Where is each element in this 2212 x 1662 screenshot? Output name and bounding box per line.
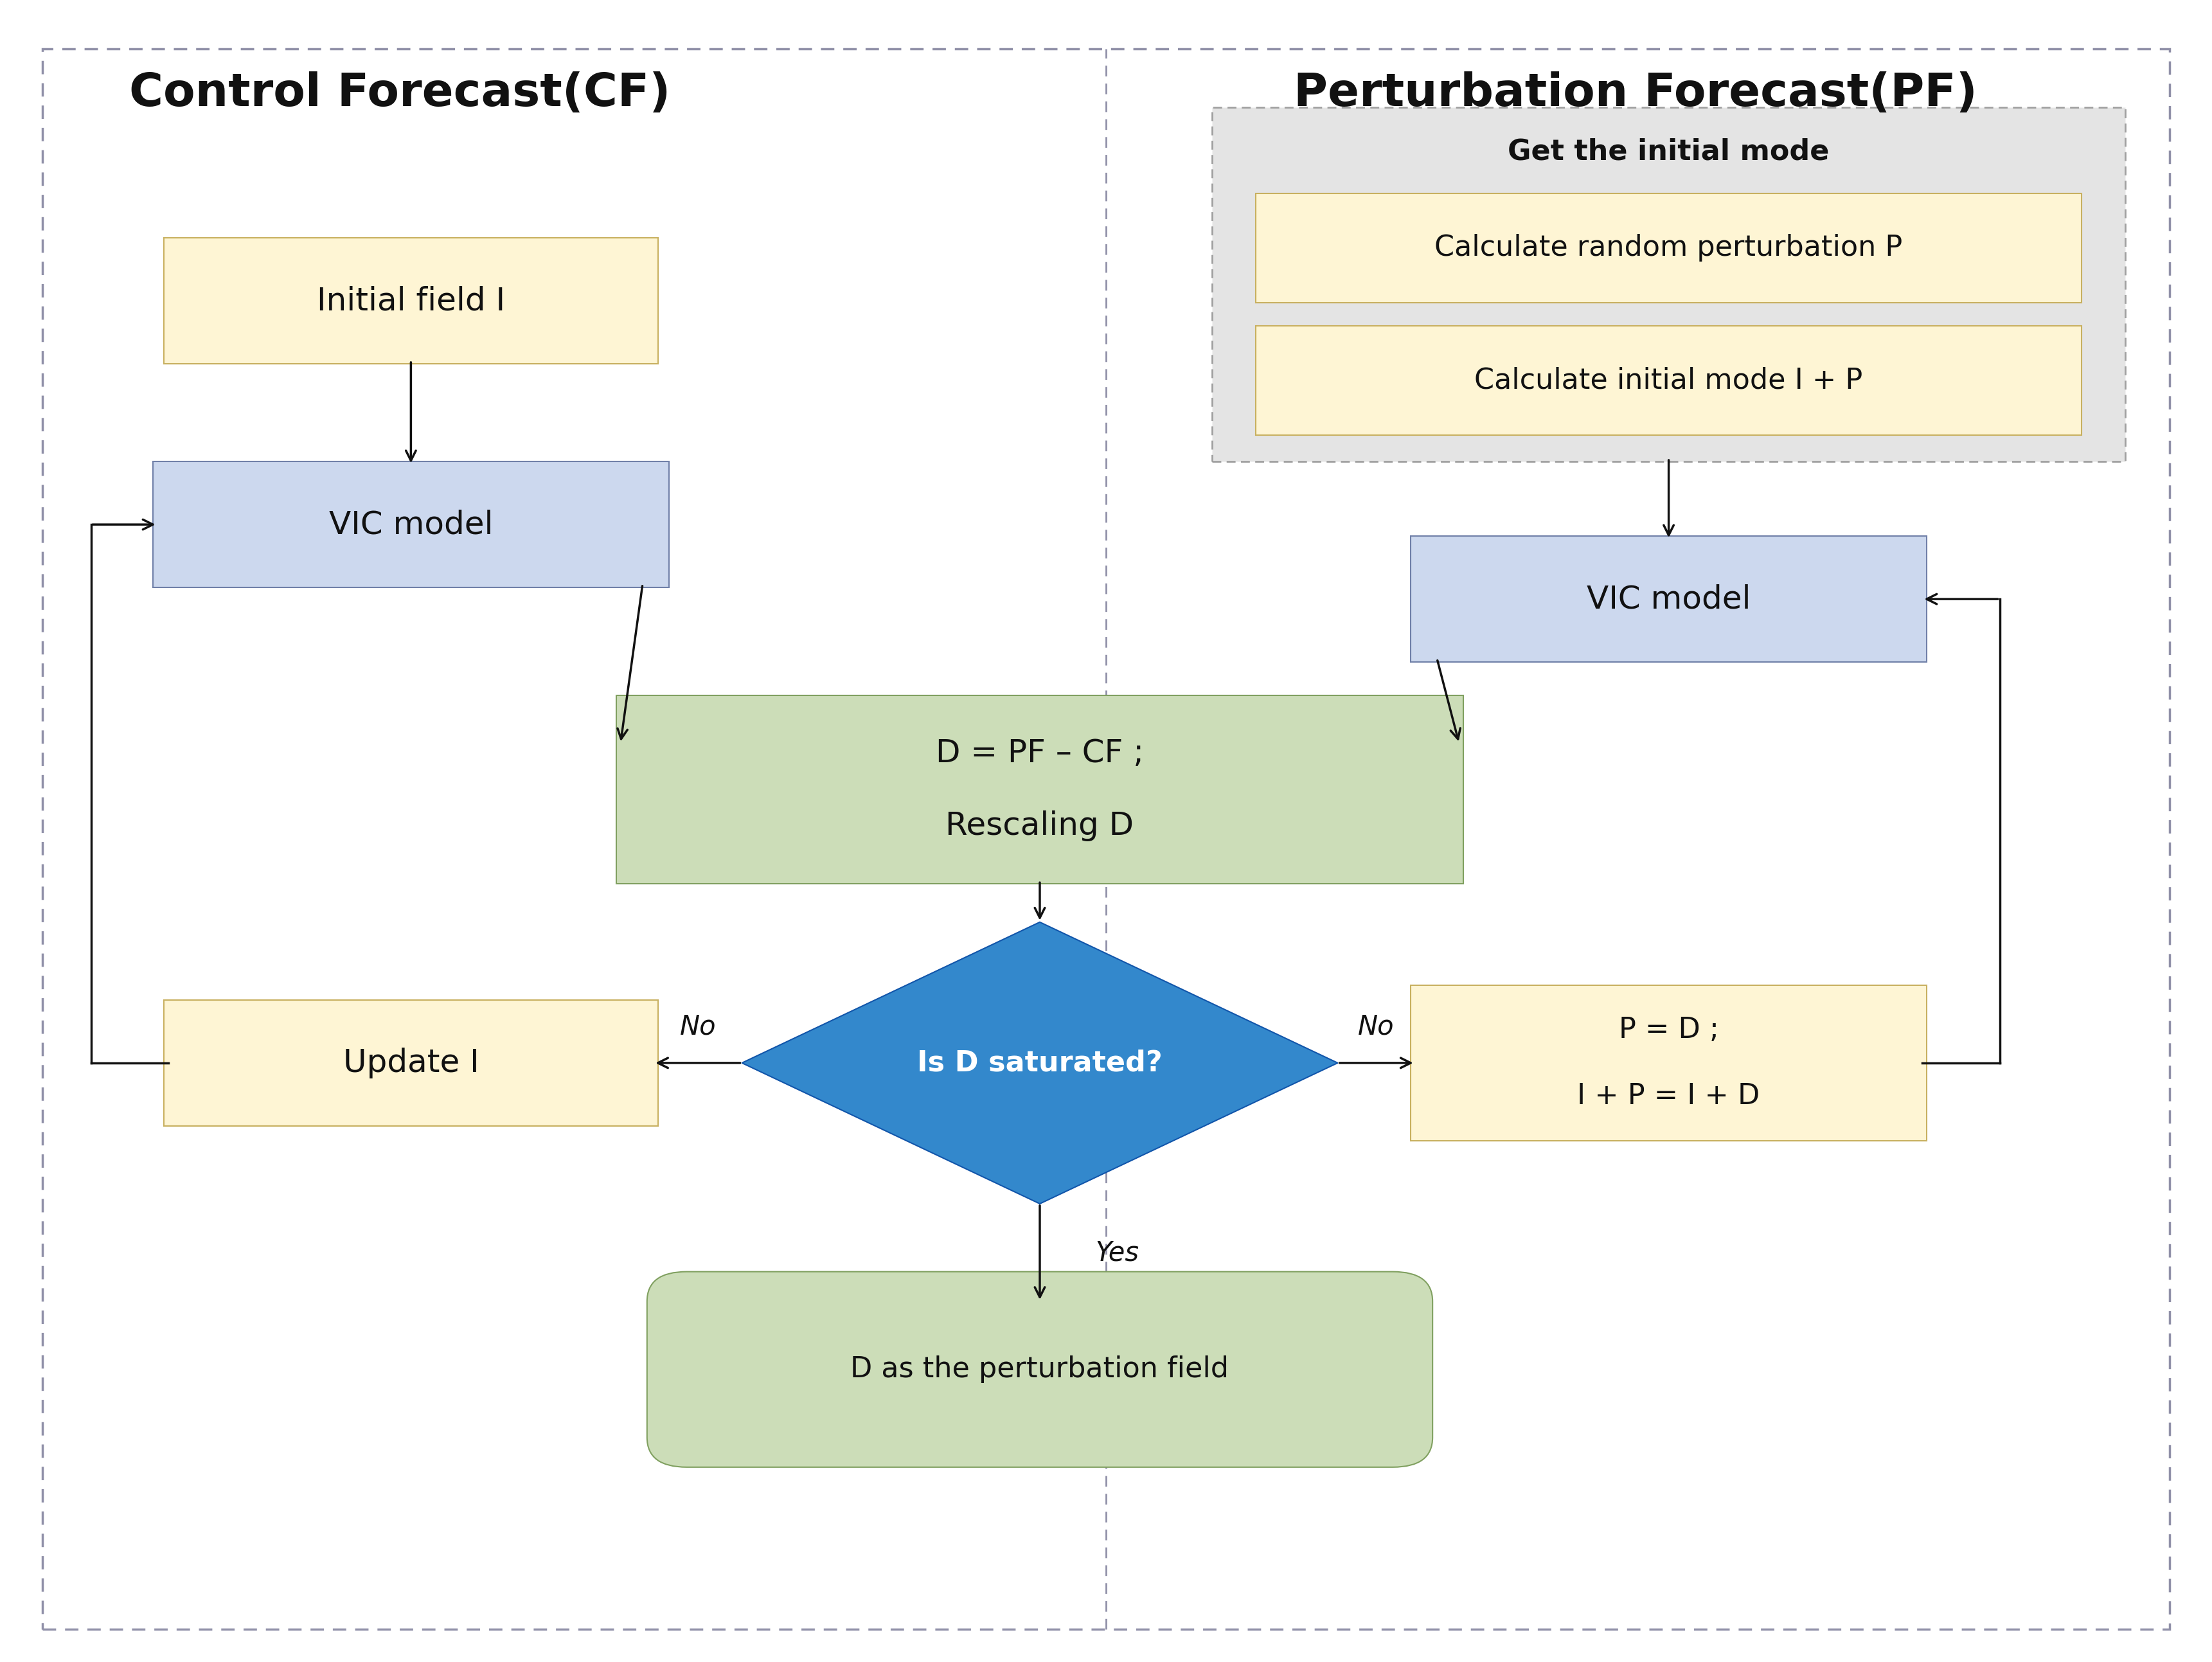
Text: Perturbation Forecast(PF): Perturbation Forecast(PF) [1294,71,1978,116]
FancyBboxPatch shape [1256,193,2081,302]
Text: Calculate random perturbation P: Calculate random perturbation P [1436,234,1902,261]
FancyBboxPatch shape [1411,537,1927,661]
Polygon shape [741,922,1338,1203]
FancyBboxPatch shape [164,238,657,364]
FancyBboxPatch shape [1256,326,2081,435]
Text: Control Forecast(CF): Control Forecast(CF) [128,71,670,116]
Text: No: No [679,1012,717,1040]
FancyBboxPatch shape [617,695,1464,884]
Text: Is D saturated?: Is D saturated? [918,1049,1164,1077]
Text: Calculate initial mode I + P: Calculate initial mode I + P [1475,367,1863,394]
Text: Update I: Update I [343,1047,480,1079]
Text: D = PF – CF ;: D = PF – CF ; [936,738,1144,768]
FancyBboxPatch shape [153,462,668,587]
Text: VIC model: VIC model [1586,583,1750,615]
Text: VIC model: VIC model [330,509,493,540]
Text: Yes: Yes [1095,1240,1139,1266]
Text: Rescaling D: Rescaling D [945,811,1135,841]
FancyBboxPatch shape [648,1271,1433,1468]
Text: Initial field I: Initial field I [316,286,504,316]
Text: I + P = I + D: I + P = I + D [1577,1082,1761,1110]
Text: P = D ;: P = D ; [1619,1015,1719,1044]
FancyBboxPatch shape [1212,106,2126,462]
Text: No: No [1358,1012,1394,1040]
FancyBboxPatch shape [1411,986,1927,1140]
Text: Get the initial mode: Get the initial mode [1509,138,1829,166]
FancyBboxPatch shape [164,1001,657,1125]
Text: D as the perturbation field: D as the perturbation field [852,1356,1230,1383]
